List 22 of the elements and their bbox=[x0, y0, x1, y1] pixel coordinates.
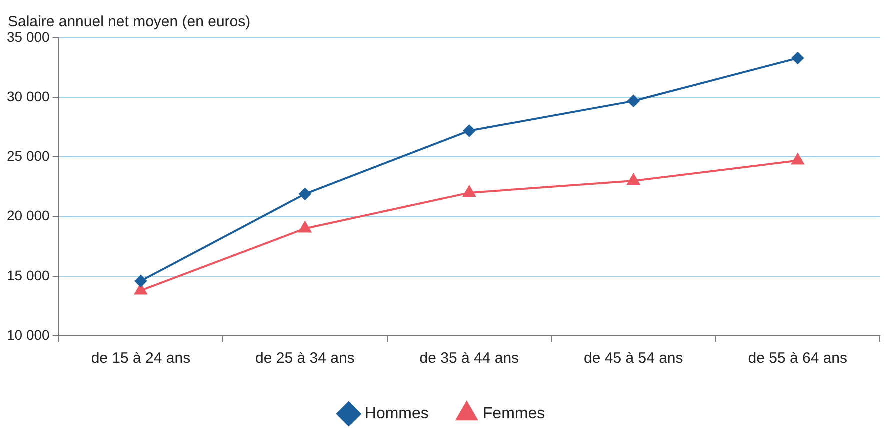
point bbox=[792, 52, 804, 64]
legend-label: Femmes bbox=[482, 405, 546, 422]
point bbox=[463, 186, 476, 197]
x-tick-label: de 15 à 24 ans bbox=[91, 350, 191, 368]
x-tick-label: de 55 à 64 ans bbox=[748, 350, 848, 368]
x-tick-label: de 45 à 54 ans bbox=[584, 350, 684, 368]
point bbox=[298, 222, 312, 233]
y-tick-label: 10 000 bbox=[6, 326, 50, 343]
y-axis-title: Salaire annuel net moyen (en euros) bbox=[8, 14, 251, 31]
x-tick-label: de 35 à 44 ans bbox=[420, 350, 520, 368]
point bbox=[463, 124, 476, 137]
y-tick-label: 35 000 bbox=[6, 28, 50, 45]
y-tick-label: 20 000 bbox=[6, 208, 50, 224]
point bbox=[628, 95, 640, 108]
point bbox=[299, 188, 312, 200]
point bbox=[627, 174, 640, 186]
legend-label: Hommes bbox=[364, 405, 429, 422]
y-tick-label: 30 000 bbox=[6, 88, 50, 104]
y-tick-label: 25 000 bbox=[6, 148, 50, 164]
point bbox=[792, 154, 804, 165]
y-tick-label: 15 000 bbox=[6, 267, 50, 284]
x-tick-label: de 25 à 34 ans bbox=[256, 350, 355, 368]
